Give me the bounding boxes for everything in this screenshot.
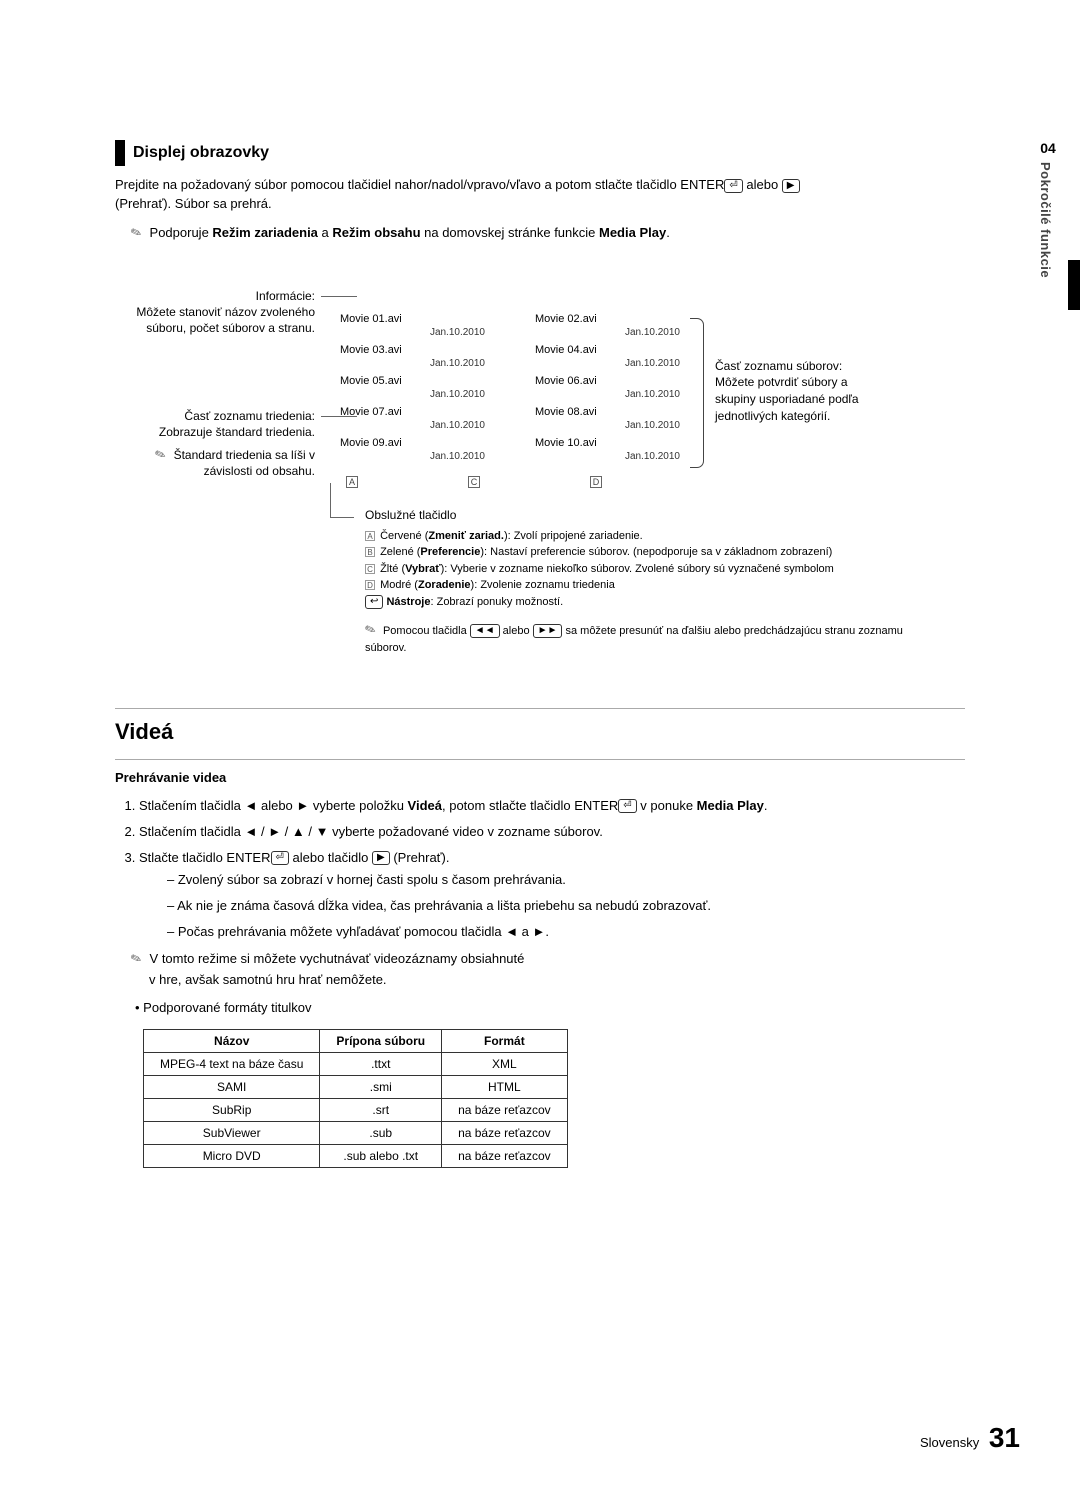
ctrl-d-button[interactable]: D: [590, 476, 602, 488]
table-cell: SubViewer: [144, 1121, 320, 1144]
sub-item: Ak nie je známa časová dĺžka videa, čas …: [167, 895, 965, 917]
table-cell: na báze reťazcov: [442, 1098, 568, 1121]
file-list-screen: Movie 01.aviJan.10.2010 Movie 02.aviJan.1…: [340, 313, 680, 488]
info-callout: Informácie: Môžete stanoviť názov zvolen…: [115, 288, 315, 337]
table-cell: na báze reťazcov: [442, 1144, 568, 1167]
step-item: Stlačením tlačidla ◄ alebo ► vyberte pol…: [139, 795, 965, 817]
table-cell: Micro DVD: [144, 1144, 320, 1167]
table-cell: .srt: [320, 1098, 442, 1121]
navigation-note: ✎ Pomocou tlačidla ◄◄ alebo ►► sa môžete…: [365, 620, 925, 656]
blue-square-icon: D: [365, 580, 375, 590]
file-item[interactable]: Movie 03.aviJan.10.2010: [340, 344, 485, 369]
table-header: Prípona súboru: [320, 1029, 442, 1052]
table-cell: SubRip: [144, 1098, 320, 1121]
playback-steps: Stlačením tlačidla ◄ alebo ► vyberte pol…: [139, 795, 965, 944]
table-row: Micro DVD.sub alebo .txtna báze reťazcov: [144, 1144, 568, 1167]
enter-icon: ⏎: [271, 851, 289, 865]
table-cell: SAMI: [144, 1075, 320, 1098]
control-callout-line: [330, 483, 331, 518]
section-title-video: Videá: [115, 719, 965, 745]
enter-icon: ⏎: [618, 799, 636, 813]
ctrl-c-button[interactable]: C: [468, 476, 480, 488]
file-item[interactable]: Movie 01.aviJan.10.2010: [340, 313, 485, 338]
support-note: ✎ Podporuje Režim zariadenia a Režim obs…: [131, 224, 965, 243]
rewind-icon: ◄◄: [470, 624, 500, 638]
section-title-display: Displej obrazovky: [133, 140, 269, 166]
table-cell: .sub: [320, 1121, 442, 1144]
sort-note: ✎ Štandard triedenia sa líši v závislost…: [127, 446, 315, 480]
table-cell: HTML: [442, 1075, 568, 1098]
table-row: MPEG-4 text na báze času.ttxtXML: [144, 1052, 568, 1075]
note-icon: ✎: [362, 619, 379, 641]
note-icon: ✎: [128, 222, 145, 243]
file-item[interactable]: Movie 07.aviJan.10.2010: [340, 406, 485, 431]
table-cell: .ttxt: [320, 1052, 442, 1075]
table-header: Názov: [144, 1029, 320, 1052]
file-item[interactable]: Movie 02.aviJan.10.2010: [535, 313, 680, 338]
intro-paragraph: Prejdite na požadovaný súbor pomocou tla…: [115, 176, 965, 214]
table-cell: XML: [442, 1052, 568, 1075]
page-number: 31: [989, 1422, 1020, 1453]
step-item: Stlačte tlačidlo ENTER⏎ alebo tlačidlo ▶…: [139, 847, 965, 943]
ctrl-a-button[interactable]: A: [346, 476, 358, 488]
table-header: Formát: [442, 1029, 568, 1052]
table-cell: MPEG-4 text na báze času: [144, 1052, 320, 1075]
section-header-display: Displej obrazovky: [115, 140, 965, 166]
red-square-icon: A: [365, 531, 375, 541]
footer-language: Slovensky: [920, 1435, 979, 1450]
enter-icon: ⏎: [724, 179, 742, 193]
table-cell: .smi: [320, 1075, 442, 1098]
subheading-playback: Prehrávanie videa: [115, 770, 965, 785]
table-row: SAMI.smiHTML: [144, 1075, 568, 1098]
file-item[interactable]: Movie 10.aviJan.10.2010: [535, 437, 680, 462]
step-item: Stlačením tlačidla ◄ / ► / ▲ / ▼ vyberte…: [139, 821, 965, 843]
mode-note: ✎ V tomto režime si môžete vychutnávať v…: [131, 949, 965, 991]
page-footer: Slovensky 31: [920, 1422, 1020, 1454]
green-square-icon: B: [365, 547, 375, 557]
control-row: A C D: [340, 476, 680, 488]
sort-callout: Časť zoznamu triedenia: Zobrazuje štanda…: [115, 408, 315, 440]
file-item[interactable]: Movie 06.aviJan.10.2010: [535, 375, 680, 400]
chapter-title: Pokročilé funkcie: [1038, 162, 1053, 278]
file-section-callout: Časť zoznamu súborov: Môžete potvrdiť sú…: [715, 358, 875, 425]
subtitle-formats-table: NázovPrípona súboruFormát MPEG-4 text na…: [143, 1029, 568, 1168]
subtitle-formats-heading: Podporované formáty titulkov: [135, 997, 965, 1019]
file-item[interactable]: Movie 09.aviJan.10.2010: [340, 437, 485, 462]
sub-item: Zvolený súbor sa zobrazí v hornej časti …: [167, 869, 965, 891]
file-item[interactable]: Movie 04.aviJan.10.2010: [535, 344, 680, 369]
brace-icon: [690, 318, 704, 468]
tools-icon: ↩: [365, 595, 383, 609]
edge-tab: [1068, 260, 1080, 310]
file-item[interactable]: Movie 05.aviJan.10.2010: [340, 375, 485, 400]
file-item[interactable]: Movie 08.aviJan.10.2010: [535, 406, 680, 431]
table-row: SubRip.srtna báze reťazcov: [144, 1098, 568, 1121]
table-cell: na báze reťazcov: [442, 1121, 568, 1144]
sub-item: Počas prehrávania môžete vyhľadávať pomo…: [167, 921, 965, 943]
note-icon: ✎: [128, 948, 145, 971]
play-icon: ▶: [372, 851, 390, 865]
yellow-square-icon: C: [365, 564, 375, 574]
note-icon: ✎: [153, 444, 169, 464]
forward-icon: ►►: [533, 624, 563, 638]
chapter-tab: 04 Pokročilé funkcie: [1038, 140, 1058, 278]
play-icon: ▶: [782, 179, 800, 193]
table-cell: .sub alebo .txt: [320, 1144, 442, 1167]
control-legend: Obslužné tlačidlo A Červené (Zmeniť zari…: [365, 506, 925, 657]
section-divider: [115, 759, 965, 760]
section-divider: [115, 708, 965, 709]
table-row: SubViewer.subna báze reťazcov: [144, 1121, 568, 1144]
screen-diagram: Informácie: Môžete stanoviť názov zvolen…: [115, 288, 965, 668]
chapter-number: 04: [1038, 140, 1058, 156]
